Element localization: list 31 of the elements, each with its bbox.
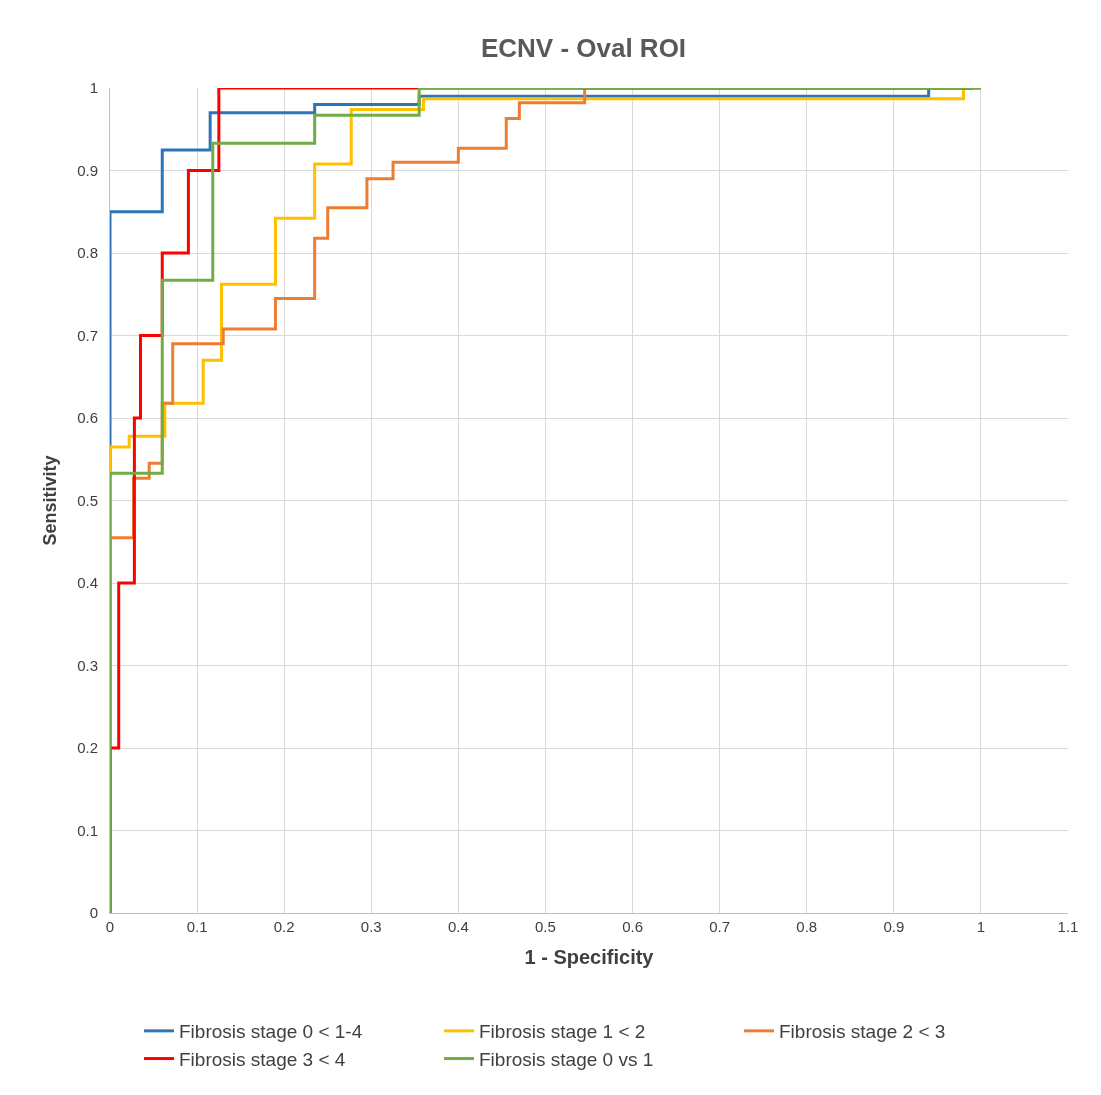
x-tick-label: 0.7 [709, 918, 731, 935]
legend-label: Fibrosis stage 2 < 3 [779, 1021, 946, 1043]
y-axis-title: Sensitivity [40, 455, 61, 546]
x-tick-label: 0.8 [796, 918, 818, 935]
x-axis-title: 1 - Specificity [524, 945, 655, 968]
legend-label: Fibrosis stage 0 < 1-4 [179, 1021, 363, 1043]
x-tick-label: 0.6 [622, 918, 643, 935]
y-tick-label: 1 [89, 79, 98, 97]
chart-title: ECNV - Oval ROI [480, 32, 687, 63]
y-tick-label: 0 [89, 904, 98, 922]
legend-label: Fibrosis stage 1 < 2 [479, 1021, 646, 1043]
y-tick-label: 0.6 [77, 409, 98, 427]
y-tick-label: 0.5 [77, 491, 98, 509]
x-tick-label: 0.1 [186, 918, 208, 935]
y-tick-label: 0.8 [77, 244, 98, 262]
x-tick-label: 0.4 [447, 918, 469, 935]
y-tick-label: 0.4 [77, 574, 98, 592]
x-tick-label: 0.5 [535, 918, 556, 935]
y-tick-label: 0.7 [77, 326, 98, 344]
x-tick-label: 0 [105, 918, 115, 935]
x-tick-label: 0.3 [360, 918, 382, 935]
y-tick-label: 0.2 [77, 739, 98, 757]
y-tick-label: 0.3 [77, 656, 98, 674]
legend-label: Fibrosis stage 0 vs 1 [479, 1048, 654, 1070]
x-tick-label: 0.9 [883, 918, 905, 935]
x-tick-label: 1.1 [1057, 918, 1079, 935]
x-tick-label: 1 [976, 918, 986, 935]
y-tick-label: 0.9 [77, 161, 98, 179]
y-tick-label: 0.1 [77, 821, 98, 839]
x-tick-label: 0.2 [273, 918, 295, 935]
legend-label: Fibrosis stage 3 < 4 [179, 1048, 346, 1070]
